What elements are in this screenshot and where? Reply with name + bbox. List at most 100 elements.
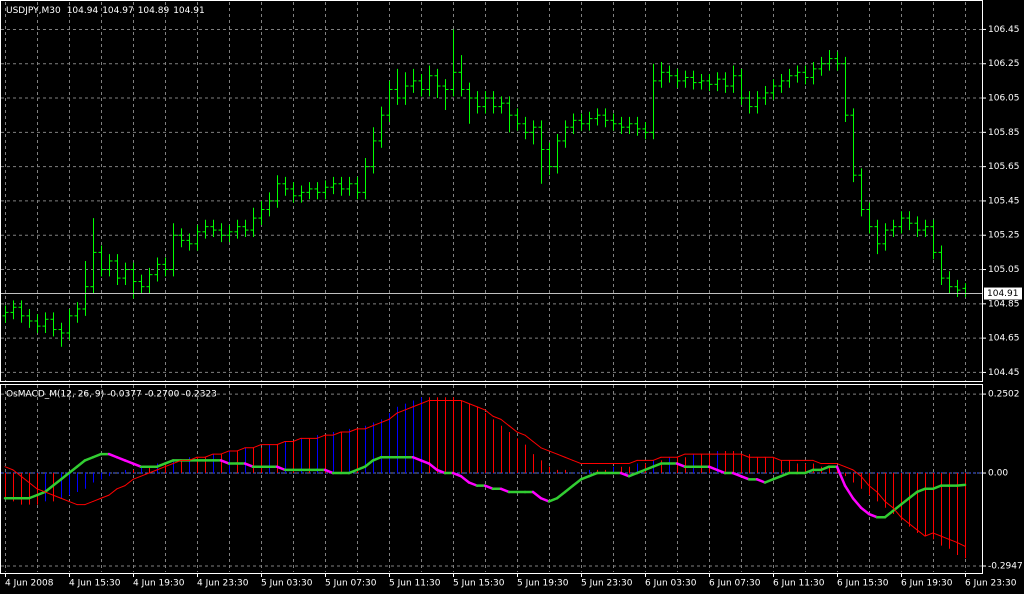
indicator-line [75, 459, 87, 468]
indicator-line [628, 459, 638, 465]
indicator-line [516, 431, 526, 436]
indicator-line [123, 459, 135, 465]
indicator-line [763, 478, 775, 484]
indicator-line [532, 440, 542, 449]
indicator-line [420, 399, 430, 405]
indicator-line [59, 471, 71, 481]
indicator-line [419, 459, 431, 465]
x-tick-label: 4 Jun 2008 [5, 579, 54, 589]
y-tick-label: 106.45 [988, 25, 1020, 35]
indicator-line [619, 471, 631, 478]
indicator-line [276, 440, 286, 446]
indicator-line [916, 529, 926, 537]
indicator-line [548, 450, 558, 455]
indicator-line [380, 418, 390, 424]
indicator-line [900, 516, 910, 525]
indicator-line [468, 403, 478, 408]
indicator-line [460, 399, 470, 405]
indicator-line [467, 481, 479, 487]
indicator-line [755, 478, 767, 484]
indicator-line [908, 523, 918, 531]
low-value: 104.89 [138, 6, 170, 16]
indicator-line [172, 459, 182, 465]
indicator-line [819, 465, 831, 472]
indicator-line [411, 456, 423, 462]
x-tick-label: 5 Jun 03:30 [261, 579, 313, 589]
indicator-line [499, 487, 511, 494]
indicator-line [835, 465, 847, 487]
indicator-line [124, 478, 134, 487]
indicator-line [940, 535, 950, 540]
indicator-line [243, 462, 255, 468]
indicator-line [492, 415, 502, 420]
symbol: USDJPY,M30 [6, 6, 61, 16]
indicator-line [731, 471, 743, 478]
indicator-line [739, 474, 751, 481]
indicator-line [883, 509, 895, 519]
indicator-header: OsMACD_M(12, 26, 9) -0.0377 -0.2700 -0.2… [6, 390, 217, 400]
indicator-line [564, 456, 574, 461]
indicator-line [812, 459, 822, 465]
indicator-line [868, 485, 878, 493]
x-tick-label: 5 Jun 23:30 [581, 579, 633, 589]
indicator-line [435, 468, 447, 475]
indicator-line [27, 493, 39, 500]
indicator-line [771, 474, 783, 481]
indicator-line [20, 475, 30, 483]
y-tick-label: 105.85 [988, 128, 1020, 138]
indicator-line [116, 485, 126, 490]
indicator-line [84, 500, 94, 506]
indicator-line [236, 447, 246, 452]
indicator-line [83, 456, 95, 462]
indicator-line [164, 463, 174, 468]
indicator-line [483, 484, 495, 491]
x-tick-label: 4 Jun 15:30 [69, 579, 121, 589]
x-tick-label: 6 Jun 11:30 [773, 579, 825, 589]
indicator-line [851, 497, 863, 509]
x-tick-label: 6 Jun 15:30 [837, 579, 889, 589]
indicator-line [803, 468, 815, 475]
indicator-line [371, 456, 383, 462]
indicator-line [860, 475, 870, 487]
indicator-line [155, 462, 167, 468]
indicator-line [163, 459, 175, 465]
price-header: USDJPY,M30 104.94 104.97 104.89 104.91 [6, 6, 205, 16]
indicator-line [92, 497, 102, 502]
y-tick-label: 104.45 [988, 368, 1020, 378]
y-tick-label: 105.05 [988, 265, 1020, 275]
indicator-line [540, 447, 550, 452]
indicator-line [60, 497, 70, 502]
indicator-line [36, 488, 46, 493]
indicator-line [867, 512, 879, 519]
indicator-line [347, 468, 359, 475]
indicator-line [635, 468, 647, 475]
indicator-line [844, 466, 854, 471]
indicator-line [843, 484, 855, 500]
indicator-line [67, 465, 79, 475]
indicator-line [12, 469, 22, 477]
indicator-line [779, 471, 791, 478]
y-tick-label: 105.25 [988, 231, 1020, 241]
indicator-line [563, 484, 575, 494]
indicator-line [4, 466, 14, 471]
current-price-label: 104.91 [987, 289, 1019, 299]
indicator-line [372, 422, 382, 427]
indicator-line [652, 456, 662, 461]
indicator-line [108, 488, 118, 496]
indicator-line [932, 532, 942, 537]
indicator-line [427, 462, 439, 472]
indicator-line [948, 538, 958, 543]
indicator-line [115, 456, 127, 462]
indicator-line [412, 403, 422, 408]
indicator-line [556, 453, 566, 458]
indicator-line [131, 462, 143, 468]
current-price-box [984, 287, 1022, 300]
indicator-panel-frame [0, 384, 983, 574]
indicator-line [204, 453, 214, 458]
y-tick-label: 106.05 [988, 94, 1020, 104]
indicator-line [275, 465, 287, 472]
indicator-line [524, 434, 534, 442]
indicator-line [132, 475, 142, 480]
indicator-line [547, 497, 559, 503]
